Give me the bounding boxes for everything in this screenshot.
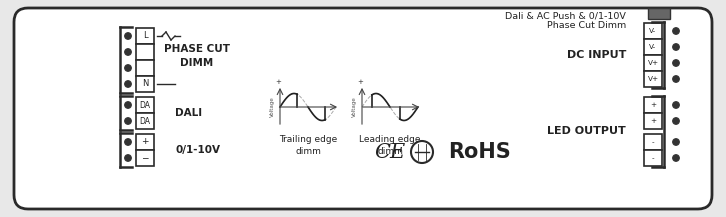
Text: +: + [275,79,281,85]
Text: +: + [650,118,656,124]
Bar [644,39,662,55]
Bar [644,71,662,87]
Text: −: − [142,153,149,163]
Text: V+: V+ [648,60,658,66]
Text: +: + [357,79,363,85]
Text: PHASE CUT
DIMM: PHASE CUT DIMM [164,44,230,68]
Text: +: + [650,102,656,108]
Text: V-: V- [649,28,656,34]
Text: RoHS: RoHS [448,142,511,162]
Text: Trailing edge
dimm: Trailing edge dimm [279,135,337,156]
Text: DALI: DALI [175,108,202,118]
Text: Leading edge
dimm: Leading edge dimm [359,135,421,156]
Bar [648,8,670,19]
Bar [136,150,154,166]
Text: Phase Cut Dimm: Phase Cut Dimm [547,20,626,30]
Circle shape [125,102,131,108]
Text: DC INPUT: DC INPUT [566,50,626,60]
Circle shape [125,118,131,124]
Text: Voltage: Voltage [351,97,356,117]
Bar [136,97,154,113]
Text: N: N [142,79,148,89]
Bar [136,76,154,92]
Circle shape [673,60,680,66]
Circle shape [673,155,680,161]
Bar [644,113,662,129]
Circle shape [673,28,680,34]
Bar [136,134,154,150]
FancyBboxPatch shape [14,8,712,209]
Bar [644,97,662,113]
Bar [136,28,154,44]
Text: V-: V- [649,44,656,50]
Text: -: - [652,155,654,161]
Circle shape [673,44,680,50]
Bar [136,60,154,76]
Text: L: L [143,31,147,41]
Text: Dali & AC Push & 0/1-10V: Dali & AC Push & 0/1-10V [505,12,626,20]
Text: DA: DA [139,100,150,110]
Circle shape [125,65,131,71]
Circle shape [125,155,131,161]
Bar [136,113,154,129]
Text: LED OUTPUT: LED OUTPUT [547,127,626,136]
Text: +: + [142,138,149,146]
Circle shape [673,118,680,124]
Circle shape [125,139,131,145]
Text: 0/1-10V: 0/1-10V [175,145,220,155]
Bar [136,44,154,60]
Circle shape [125,33,131,39]
Bar [644,134,662,150]
Circle shape [673,102,680,108]
Circle shape [125,81,131,87]
Text: CE: CE [375,143,406,161]
Circle shape [125,49,131,55]
Text: V+: V+ [648,76,658,82]
Text: DA: DA [139,117,150,125]
Bar [644,55,662,71]
Bar [644,23,662,39]
Bar [644,150,662,166]
Text: Voltage: Voltage [269,97,274,117]
Circle shape [673,76,680,82]
Circle shape [673,139,680,145]
Text: -: - [652,139,654,145]
